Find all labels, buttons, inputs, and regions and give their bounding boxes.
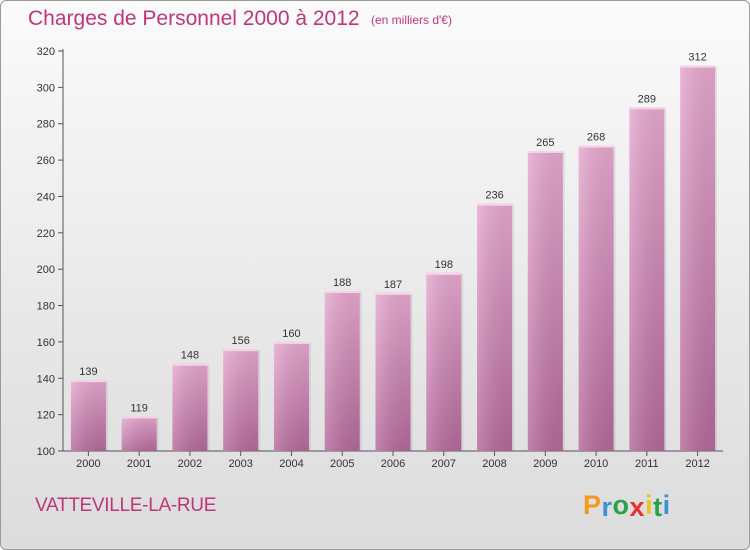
x-tick-label-2004: 2004 <box>279 458 303 470</box>
logo-letter: r <box>601 492 613 522</box>
y-tick-label: 240 <box>37 191 55 203</box>
proxiti-logo: Proxiti <box>583 490 671 522</box>
value-label-2000: 139 <box>79 366 97 378</box>
logo-letter: x <box>629 492 646 522</box>
x-tick-label-2006: 2006 <box>381 458 405 470</box>
x-axis: 2000 2001 2002 2003 2004 2005 2006 2007 2008 2009… <box>63 450 723 470</box>
value-label-2004: 160 <box>282 328 300 340</box>
y-tick-label: 320 <box>37 46 55 58</box>
y-tick-label: 100 <box>37 446 55 458</box>
y-axis: 100 120 140 160 180 200 220 240 260 280 300 320 <box>37 46 64 458</box>
chart-subtitle: (en milliers d'€) <box>371 13 452 27</box>
x-tick-label-2011: 2011 <box>635 458 659 470</box>
place-name: VATTEVILLE-LA-RUE <box>35 495 217 516</box>
x-tick-label-2009: 2009 <box>533 458 557 470</box>
logo-letter: i <box>662 490 671 520</box>
value-label-2009: 265 <box>536 137 554 149</box>
y-tick-label: 180 <box>37 301 55 313</box>
logo-letter: t <box>653 492 663 522</box>
y-tick-label: 160 <box>37 337 55 349</box>
x-tick-label-2000: 2000 <box>76 458 100 470</box>
y-tick-label: 120 <box>37 410 55 422</box>
value-labels: 139 119 148 156 160 188 187 198 236 265 268 289 312 <box>79 52 707 415</box>
value-label-2007: 198 <box>435 259 453 271</box>
value-label-2012: 312 <box>688 52 706 64</box>
value-label-2010: 268 <box>587 132 605 144</box>
x-tick-label-2001: 2001 <box>127 458 151 470</box>
value-label-2008: 236 <box>485 190 503 202</box>
logo-letter: i <box>645 490 654 520</box>
y-tick-label: 140 <box>37 373 55 385</box>
x-tick-label-2002: 2002 <box>178 458 202 470</box>
value-label-2003: 156 <box>232 335 250 347</box>
y-tick-label: 260 <box>37 155 55 167</box>
bars <box>70 65 718 451</box>
x-tick-label-2012: 2012 <box>685 458 709 470</box>
chart-title: Charges de Personnel 2000 à 2012 <box>28 7 360 30</box>
x-tick-label-2005: 2005 <box>330 458 354 470</box>
x-tick-label-2003: 2003 <box>228 458 252 470</box>
value-label-2006: 187 <box>384 279 402 291</box>
y-tick-label: 200 <box>37 264 55 276</box>
value-label-2002: 148 <box>181 350 199 362</box>
y-tick-label: 300 <box>37 82 55 94</box>
value-label-2001: 119 <box>130 402 148 414</box>
value-label-2011: 289 <box>638 93 656 105</box>
value-label-2005: 188 <box>333 277 351 289</box>
logo-letter: P <box>583 490 602 520</box>
y-tick-label: 280 <box>37 119 55 131</box>
y-tick-label: 220 <box>37 228 55 240</box>
x-tick-label-2010: 2010 <box>584 458 608 470</box>
x-tick-label-2008: 2008 <box>482 458 506 470</box>
logo-letter: o <box>612 490 630 520</box>
x-tick-label-2007: 2007 <box>432 458 456 470</box>
